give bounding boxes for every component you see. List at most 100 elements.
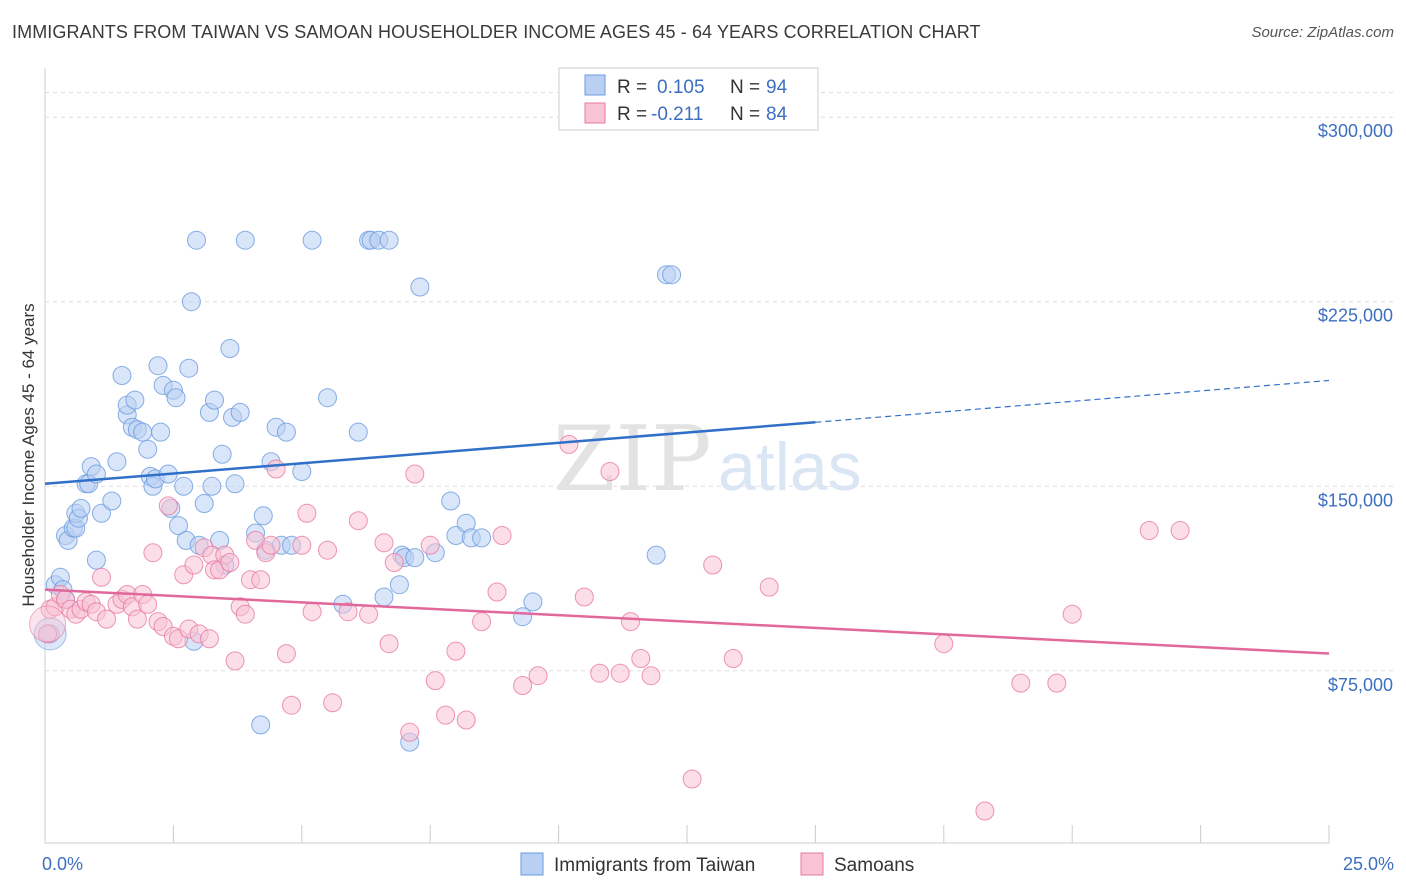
taiwan-point [302,230,322,250]
samoans-point [528,666,548,686]
samoans-point [184,555,204,575]
legend-swatch-samoans [584,102,606,124]
samoans-point [379,634,399,654]
samoans-point [1047,673,1067,693]
legend-n-label-samoans: N = [730,104,760,125]
y-axis-label: Householder Income Ages 45 - 64 years [19,303,38,606]
samoans-point [251,570,271,590]
samoans-point [97,609,117,629]
top-legend: R = 0.105 N = 94 R = -0.211 N = 84 [558,67,819,131]
samoans-point [559,434,579,454]
samoans-point [682,769,702,789]
y-tick-label: $225,000 [1318,306,1393,326]
samoans-point [38,624,58,644]
taiwan-point [205,390,224,410]
taiwan-point [225,474,245,494]
samoans-point [374,533,394,553]
taiwan-point [71,498,91,518]
samoans-point [600,462,620,481]
samoans-point [621,612,640,632]
taiwan-point [662,265,682,285]
legend-r-value-samoans: -0.211 [651,104,703,125]
samoans-point [1139,521,1159,540]
samoans-point [348,511,368,531]
y-tick-label: $75,000 [1328,675,1393,695]
taiwan-point [138,439,158,459]
taiwan-point [389,575,409,595]
taiwan-point [92,503,111,523]
samoans-point [138,594,158,614]
taiwan-point [169,516,188,536]
taiwan-point [405,548,425,568]
legend-r-label-samoans: R = [617,104,647,125]
y-tick-labels: $75,000 $150,000 $225,000 $300,000 [1318,121,1393,695]
bottom-legend-label-samoans: Samoans [834,855,914,876]
samoans-point [641,666,661,686]
taiwan-point [374,587,394,607]
samoans-point [235,604,255,624]
samoans-point [1011,673,1031,693]
taiwan-point [202,476,222,496]
bottom-legend: Immigrants from Taiwan Samoans [520,852,914,876]
taiwan-point [379,230,399,250]
taiwan-point [410,277,430,297]
samoans-point [29,605,67,643]
bottom-legend-label-taiwan: Immigrants from Taiwan [554,855,755,876]
samoans-point [261,535,281,555]
samoans-point [436,705,456,725]
taiwan-point [318,388,337,408]
samoans-point [574,587,594,607]
legend-n-value-samoans: 84 [766,104,788,125]
taiwan-point [646,545,666,565]
taiwan-point [125,390,145,410]
taiwan-point [112,366,132,385]
bottom-legend-swatch-taiwan [520,852,544,876]
axes [44,68,1330,844]
samoans-point [759,577,779,597]
taiwan-point [235,230,255,250]
samoans-point [92,567,111,587]
legend-swatch-taiwan [584,74,606,96]
trend-line-taiwan-extension [815,379,1330,423]
samoans-point [723,649,743,668]
taiwan-point [276,422,296,442]
samoans-point [703,555,723,575]
taiwan-point [220,339,240,358]
samoans-point [318,540,337,560]
samoans-point [420,535,440,555]
taiwan-point [166,388,186,408]
samoans-point [400,722,420,742]
samoans-point [446,641,466,661]
x-tick-labels: 0.0% 25.0% [42,854,1394,874]
samoans-point [487,582,507,602]
samoans-point [266,459,286,479]
taiwan-point [86,550,106,570]
taiwan-point [133,422,153,442]
watermark-atlas: atlas [718,429,862,505]
taiwan-point [253,506,273,526]
samoans-point [934,634,954,654]
samoans-point [590,663,610,683]
samoans-point [225,651,245,671]
taiwan-point [107,452,127,472]
series-samoans-points [29,434,1190,821]
samoans-point [323,693,343,713]
watermark-zip: ZIP [553,407,712,512]
x-tick-label: 0.0% [42,854,83,874]
samoans-point [384,553,404,572]
taiwan-point [148,356,168,376]
taiwan-point [179,358,199,378]
samoans-point [276,644,296,664]
taiwan-point [348,422,368,442]
trend-line-samoans [44,588,1330,655]
samoans-point [359,604,379,624]
samoans-point [1062,604,1082,624]
samoans-point [292,535,312,555]
samoans-point [405,464,425,484]
samoans-point [220,553,240,572]
taiwan-point [181,292,201,312]
bottom-legend-swatch-samoans [800,852,824,876]
legend-n-label-taiwan: N = [730,77,760,98]
taiwan-point [151,422,171,442]
